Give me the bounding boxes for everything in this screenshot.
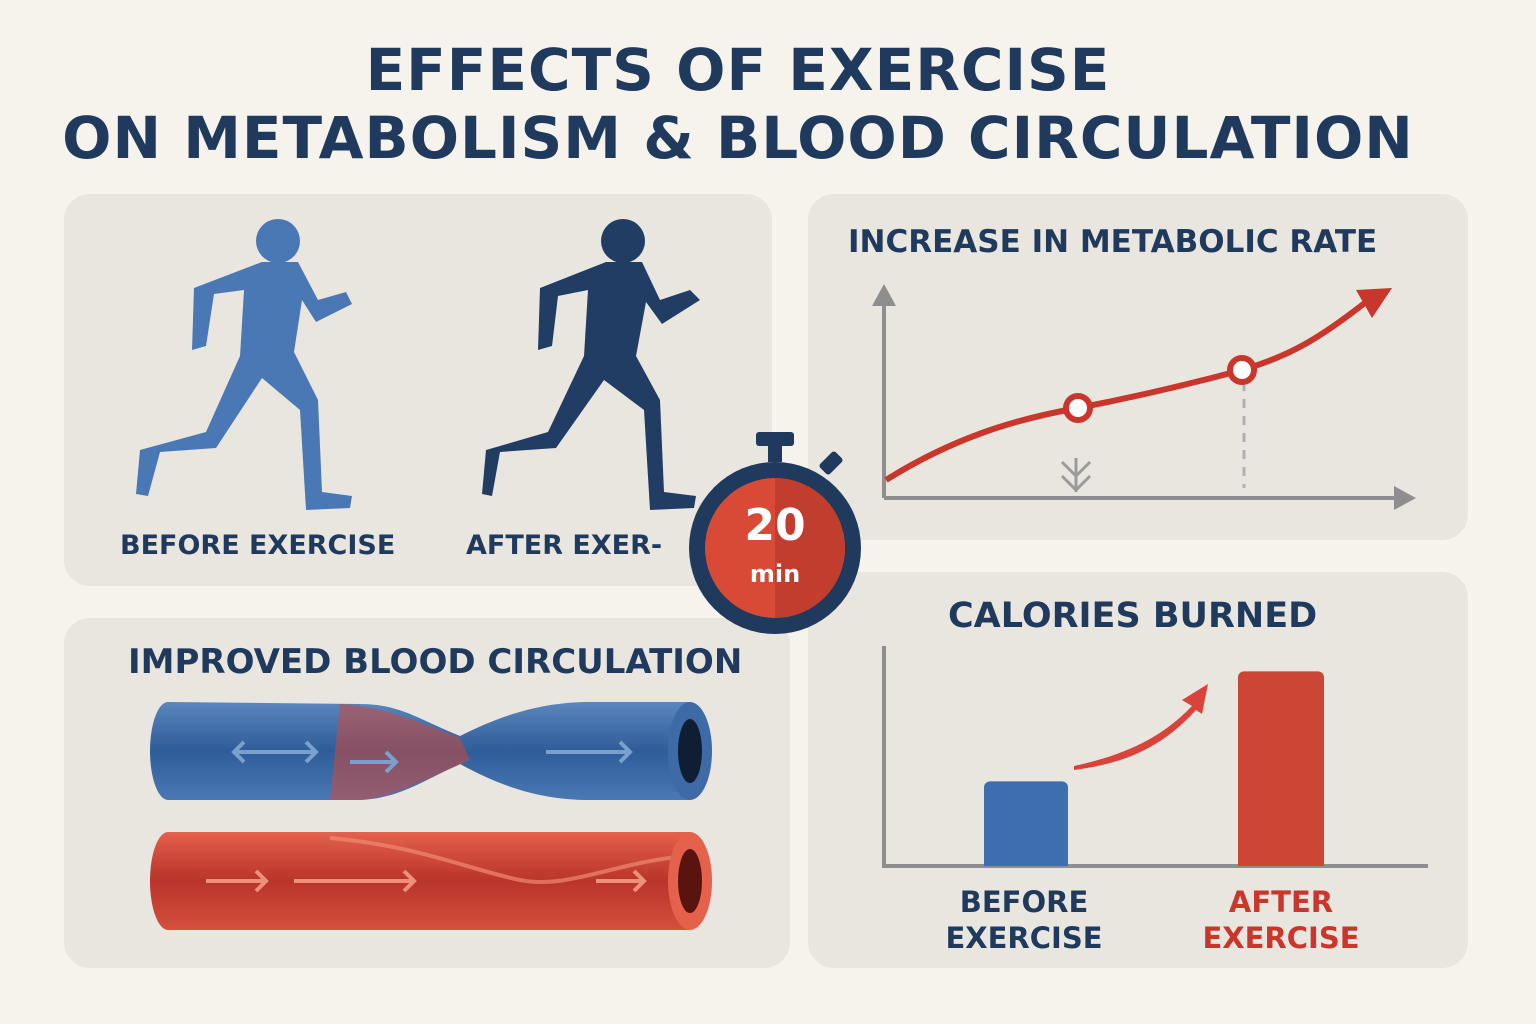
page-title-line2: ON METABOLISM & BLOOD CIRCULATION [62, 104, 1414, 172]
timer-value: 20 [744, 500, 806, 551]
timer-unit: min [749, 560, 801, 588]
runners-panel [64, 194, 772, 586]
calories-panel [808, 572, 1468, 968]
blood-title: IMPROVED BLOOD CIRCULATION [128, 642, 743, 682]
metabolic-title: INCREASE IN METABOLIC RATE [848, 224, 1378, 260]
calories-title: CALORIES BURNED [948, 596, 1318, 636]
after-exercise-label: AFTER EXER- [466, 530, 663, 561]
before-exercise-label: BEFORE EXERCISE [120, 530, 396, 561]
page-title-line1: EFFECTS OF EXERCISE [365, 36, 1111, 104]
